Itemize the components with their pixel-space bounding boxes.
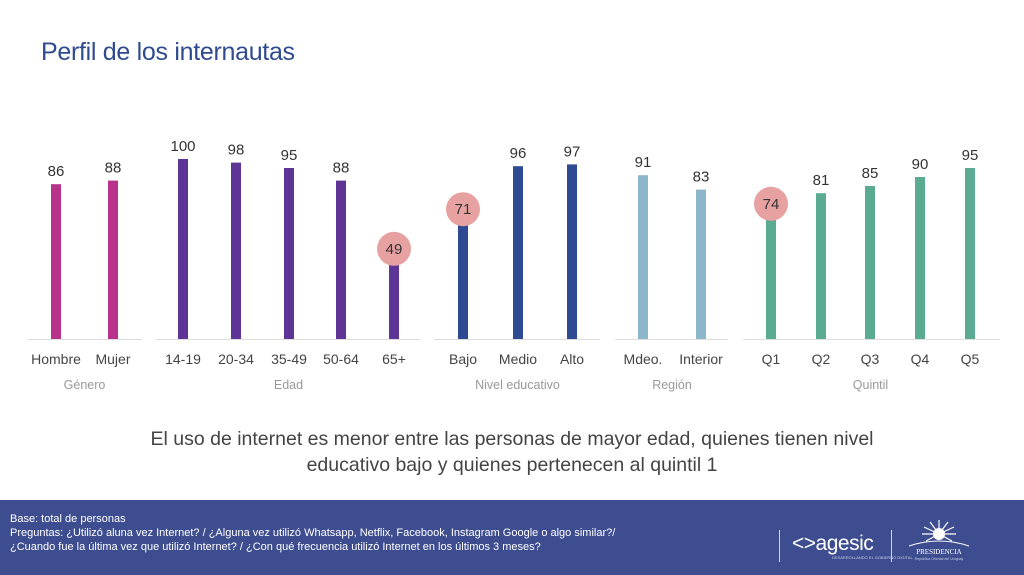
value-label: 81 (813, 172, 830, 189)
presidencia-logo-subtitle: República Oriental del Uruguay (914, 557, 964, 561)
footer-divider (891, 530, 892, 562)
highlight-marker (446, 192, 480, 227)
sun-emblem-icon (908, 520, 970, 547)
value-label: 95 (281, 147, 298, 164)
category-label: 65+ (382, 351, 406, 367)
value-label: 88 (105, 160, 122, 177)
value-label: 91 (635, 154, 652, 171)
bar-quintil-3 (915, 177, 925, 339)
value-label: 95 (962, 147, 979, 164)
footer-questions-2: ¿Cuando fue la última vez que utilizó In… (10, 541, 541, 553)
value-label: 96 (510, 145, 527, 162)
category-label: 14-19 (165, 351, 201, 367)
bar-quintil-4 (965, 168, 975, 339)
value-label: 98 (228, 142, 245, 159)
value-label: 85 (862, 165, 879, 182)
value-label: 74 (763, 196, 780, 213)
bar-genero-0 (51, 184, 61, 339)
bar-region-1 (696, 189, 706, 339)
category-label: Q4 (911, 351, 930, 367)
value-label: 86 (48, 163, 65, 180)
bar-edad-1 (231, 162, 241, 339)
bar-chart: 86 Hombre 88 Mujer Género 100 14-19 98 20-34 95 35… (28, 138, 1000, 392)
group-label: Región (652, 378, 692, 392)
category-label: Q3 (861, 351, 880, 367)
footer-questions-1: Preguntas: ¿Utilizó aluna vez Internet? … (10, 527, 616, 539)
value-label: 49 (386, 241, 403, 258)
agesic-logo: <>agesic (792, 532, 874, 555)
category-label: 20-34 (218, 351, 254, 367)
bar-quintil-0 (766, 205, 776, 339)
presidencia-logo: PRESIDENCIA (916, 548, 962, 556)
value-label: 97 (564, 143, 581, 160)
bar-edad-3 (336, 180, 346, 339)
category-label: Mdeo. (624, 351, 663, 367)
bar-quintil-2 (865, 186, 875, 339)
category-label: Q2 (812, 351, 831, 367)
group-label: Edad (274, 378, 303, 392)
summary-line-2: educativo bajo y quienes pertenecen al q… (306, 454, 718, 476)
summary-line-1: El uso de internet es menor entre las pe… (150, 428, 874, 450)
page-title: Perfil de los internautas (41, 38, 295, 66)
value-label: 88 (333, 160, 350, 177)
bar-quintil-1 (816, 193, 826, 339)
bar-nivel-educativo-2 (567, 164, 577, 339)
footer-divider (779, 530, 780, 562)
footer-notes: Base: total de personas Preguntas: ¿Util… (10, 512, 615, 554)
bar-genero-1 (108, 180, 118, 339)
category-label: Medio (499, 351, 537, 367)
category-label: Alto (560, 351, 584, 367)
category-label: Bajo (449, 351, 477, 367)
bar-edad-2 (284, 168, 294, 339)
summary-text: El uso de internet es menor entre las pe… (60, 426, 964, 478)
category-label: Q1 (762, 351, 781, 367)
category-label: Interior (679, 351, 723, 367)
value-label: 71 (455, 201, 472, 218)
highlight-marker (377, 231, 411, 266)
group-label: Género (64, 378, 106, 392)
category-label: 50-64 (323, 351, 359, 367)
bar-nivel-educativo-1 (513, 166, 523, 339)
group-label: Quintil (853, 378, 888, 392)
category-label: Hombre (31, 351, 81, 367)
value-label: 100 (170, 138, 195, 155)
footer-bar: Base: total de personas Preguntas: ¿Util… (0, 500, 1024, 575)
category-label: Q5 (961, 351, 980, 367)
bar-nivel-educativo-0 (458, 211, 468, 339)
highlight-marker (754, 186, 788, 221)
value-label: 90 (912, 156, 929, 173)
category-label: Mujer (95, 351, 130, 367)
bar-edad-0 (178, 159, 188, 339)
footer-base: Base: total de personas (10, 513, 126, 525)
value-label: 83 (693, 169, 710, 186)
bar-edad-4 (389, 250, 399, 339)
bar-region-0 (638, 175, 648, 339)
agesic-logo-subtitle: DESARROLLANDO EL GOBIERNO DIGITAL (832, 555, 913, 560)
group-label: Nivel educativo (475, 378, 560, 392)
category-label: 35-49 (271, 351, 307, 367)
